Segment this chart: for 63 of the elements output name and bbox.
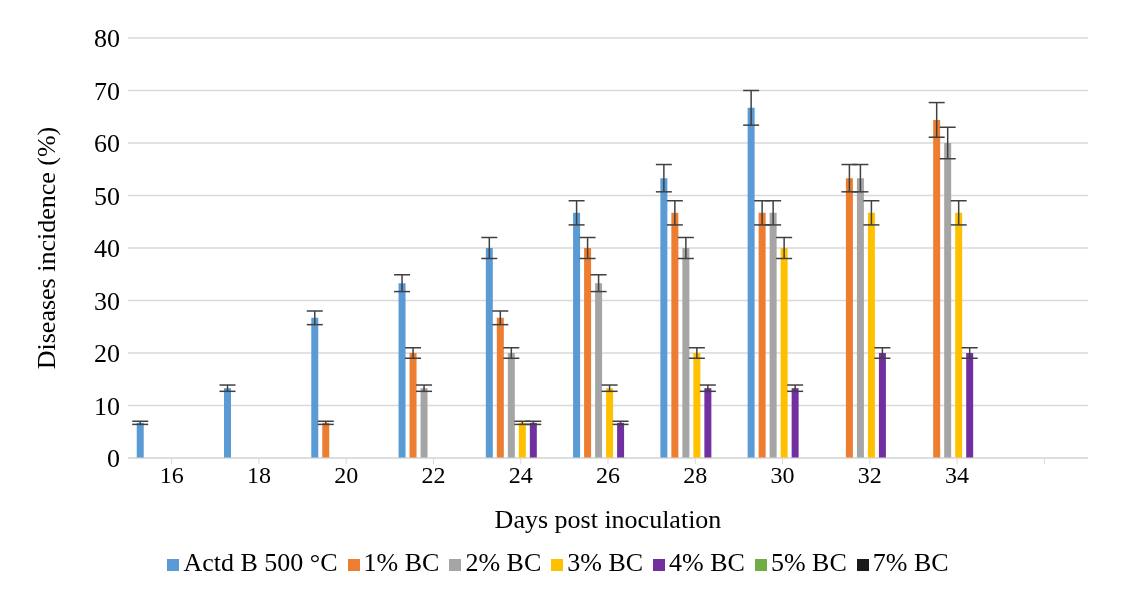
bar <box>409 353 417 458</box>
y-tick-label: 50 <box>94 181 120 211</box>
bar <box>617 422 625 458</box>
bar <box>791 388 799 458</box>
x-tick-label: 20 <box>334 462 359 489</box>
bar <box>311 317 319 458</box>
x-tick-label: 30 <box>770 462 795 489</box>
x-tick-label: 28 <box>683 462 708 489</box>
bar <box>955 212 963 458</box>
bar <box>747 107 755 458</box>
bar <box>660 178 668 458</box>
y-tick-label: 80 <box>94 24 120 54</box>
bar <box>420 388 428 458</box>
bar <box>878 353 886 458</box>
bar <box>966 353 974 458</box>
bar <box>485 248 493 458</box>
bar <box>573 212 581 458</box>
legend-label: 4% BC <box>669 548 745 577</box>
bar <box>769 212 777 458</box>
bar <box>224 388 231 458</box>
bar <box>933 119 941 458</box>
x-tick-label: 16 <box>159 462 184 489</box>
bar <box>780 248 788 458</box>
bar <box>671 212 679 458</box>
bar <box>758 212 766 458</box>
bar <box>704 388 712 458</box>
y-tick-label: 20 <box>94 339 120 369</box>
bar <box>584 248 592 458</box>
legend-label: 1% BC <box>363 548 440 577</box>
y-tick-label: 60 <box>94 129 120 159</box>
y-tick-label: 10 <box>94 391 120 421</box>
legend-label: 2% BC <box>465 548 542 577</box>
bar <box>595 283 603 458</box>
x-tick-label: 18 <box>246 462 271 489</box>
y-tick-label: 40 <box>94 234 120 264</box>
x-tick-label: 26 <box>596 462 620 489</box>
bar <box>944 143 952 458</box>
bar <box>518 422 526 458</box>
y-tick-label: 70 <box>94 76 120 106</box>
x-tick-label: 22 <box>421 462 446 489</box>
bar <box>606 388 614 458</box>
bar <box>529 422 537 458</box>
bar <box>845 178 853 458</box>
bar <box>856 178 864 458</box>
bar <box>496 317 504 458</box>
x-tick-label: 34 <box>945 462 970 489</box>
legend-label: 3% BC <box>567 548 644 577</box>
x-axis-title: Days post inoculation <box>494 505 722 534</box>
y-tick-label: 30 <box>94 286 120 316</box>
bar <box>507 353 515 458</box>
bar <box>682 248 690 458</box>
bar <box>136 422 144 458</box>
bar <box>398 283 406 458</box>
legend-label: 7% BC <box>872 548 949 577</box>
bar <box>322 422 330 458</box>
x-tick-label: 32 <box>857 462 882 489</box>
legend-label: 5% BC <box>770 548 847 577</box>
legend-label: Actd B 500 °C <box>183 548 338 577</box>
bar <box>867 212 875 458</box>
y-tick-label: 0 <box>107 444 120 474</box>
y-axis-title: Diseases incidence (%) <box>32 126 62 370</box>
bar <box>693 353 701 458</box>
x-tick-label: 24 <box>508 462 533 489</box>
